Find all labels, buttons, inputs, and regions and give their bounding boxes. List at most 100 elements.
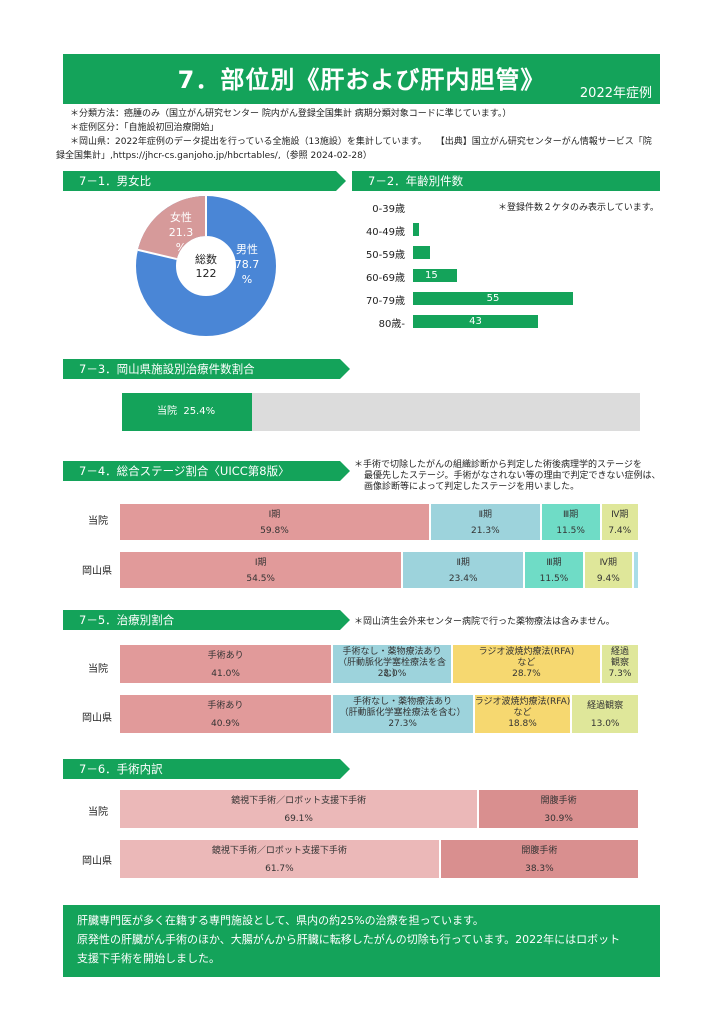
segment-sub: など [513,708,532,718]
male-unit: % [241,273,253,286]
bar-segment: 手術あり 41.0% [120,645,332,683]
age-note: ＊登録件数２ケタのみ表示しています。 [498,203,659,213]
surgery-bar-chart: 鏡視下手術／ロボット支援下手術 69.1% 開腹手術 30.9% 鏡視下手術／ロボット支… [120,790,640,878]
age-bar-value: 55 [486,293,500,304]
segment-value: 11.5% [556,526,585,536]
male-label-group: 男性 78.7 % [226,242,268,287]
segment-name: Ⅱ期 [478,510,493,520]
stage-note-line: ＊手術で切除したがんの組織診断から判定した術後病理学的ステージを [354,460,642,470]
bar-segment: ラジオ波焼灼療法(RFA) など 18.8% [474,695,571,733]
bar-segment: 鏡視下手術／ロボット支援下手術 61.7% [120,840,439,878]
summary-line: 肝臓専門医が多く在籍する専門施設として、県内の約25%の治療を担っています。 [77,914,484,927]
total-value: 122 [195,267,217,280]
segment-value: 7.3% [608,669,632,679]
female-label: 女性 [170,211,192,224]
segment-value: 40.9% [211,719,240,729]
female-label-group: 女性 21.3 % [160,210,202,255]
stage-note-line: 画像診断等によって判定したステージを用いました。 [364,482,580,492]
segment-name: Ⅳ期 [611,510,629,520]
bar-segment: Ⅲ期 11.5% [541,504,600,540]
treatment-row-label: 当院 [88,664,108,675]
case-year: 2022年症例 [579,86,652,101]
segment-value: 9.4% [596,574,620,584]
segment-value: 23.0% [377,669,407,679]
segment-name: Ⅳ期 [599,558,617,568]
segment-name: 経過観察 [602,647,638,669]
bar-segment: 鏡視下手術／ロボット支援下手術 69.1% [120,790,478,828]
segment-name: 経過観察 [587,701,624,711]
surgery-row-label: 当院 [88,807,108,818]
bar-segment: 開腹手術 38.3% [440,840,638,878]
segment-name: 開腹手術 [521,846,558,856]
section-title-surgery: 7－6．手術内訳 [63,759,350,779]
segment-name: Ⅲ期 [546,558,562,568]
segment-value: 38.3% [525,864,554,874]
segment-name: 開腹手術 [540,796,577,806]
treatment-row-label: 岡山県 [82,713,112,724]
female-pct: 21.3 [168,226,194,239]
treatment-bar-chart: 手術あり 41.0% 手術なし・薬物療法あり （肝動脈化学塞栓療法を含む） 23.0% ラ… [120,645,640,733]
gender-donut-chart [136,196,276,336]
segment-value: 69.1% [284,814,313,824]
hospital-share-bar: 当院 25.4% [120,393,640,431]
age-bar: 43 [413,315,539,328]
stage-bar-chart: Ⅰ期 59.8% Ⅱ期 21.3% Ⅲ期 11.5% Ⅳ期 7.4% Ⅰ期 54.5% Ⅱ期 23.4… [120,504,640,588]
age-category-label: 60-69歳 [365,273,405,284]
segment-value: 27.3% [388,719,417,729]
stage-note-line: 最優先したステージ。手術がなされない等の理由で判定できない症例は、 [364,471,661,481]
bar-segment: Ⅳ期 9.4% [584,552,632,588]
segment-value: 21.3% [471,526,500,536]
segment-name: Ⅰ期 [268,510,281,520]
bar-segment: 手術なし・薬物療法あり （肝動脈化学塞栓療法を含む） 27.3% [332,695,473,733]
segment-value: 61.7% [265,864,294,874]
segment-name: 手術なし・薬物療法あり （肝動脈化学塞栓療法を含む） [333,647,451,680]
slice-divider [137,248,178,261]
age-bar-value: 43 [469,316,482,327]
stage-row-label: 当院 [88,516,108,527]
segment-sub: （肝動脈化学塞栓療法を含む） [337,658,446,679]
summary-line: 支援下手術を開始しました。 [77,952,220,965]
note-line: ＊症例区分：「自施設初回治療開始」 [70,123,219,133]
bar-segment: Ⅲ期 11.5% [525,552,583,588]
segment-value: 30.9% [544,814,573,824]
bar-segment: Ⅱ期 21.3% [430,504,540,540]
bar-segment: Ⅰ期 59.8% [120,504,429,540]
age-bar-value: 15 [425,270,438,281]
note-line: ＊分類方法：癌腫のみ（国立がん研究センター 院内がん登録全国集計 病期分類対象コ… [70,109,512,119]
segment-value: 41.0% [211,669,240,679]
segment-sub: （肝動脈化学塞栓療法を含む） [339,708,466,718]
age-bar-chart: 0-39歳 40-49歳 50-59歳 60-69歳 15 70-79歳 55 80歳- 43 [345,196,665,336]
note-line: ＊岡山県：2022年症例のデータ提出を行っている全施設（13施設）を集計していま… [70,137,652,147]
segment-name: Ⅲ期 [563,510,579,520]
male-label: 男性 [236,243,258,256]
bar-segment: 手術なし・薬物療法あり （肝動脈化学塞栓療法を含む） 23.0% [333,645,451,683]
bar-segment: 開腹手術 30.9% [479,790,638,828]
female-unit: % [175,241,187,254]
segment-value: 28.7% [512,669,541,679]
segment-name: ラジオ波焼灼療法(RFA) など [474,697,571,718]
age-category-label: 70-79歳 [365,296,405,307]
section-title-gender: 7－1．男女比 [63,171,346,191]
segment-name: 鏡視下手術／ロボット支援下手術 [231,796,367,806]
segment-name: 手術あり [207,701,244,711]
segment-name: ラジオ波焼灼療法(RFA) など [453,647,600,669]
total-label: 総数 [195,253,217,266]
summary-box: 肝臓専門医が多く在籍する専門施設として、県内の約25%の治療を担っています。 原… [63,905,660,977]
bar-segment: 経過観察 13.0% [572,695,638,733]
stage-row-label: 岡山県 [82,566,112,577]
bar-segment: ラジオ波焼灼療法(RFA) など 28.7% [452,645,601,683]
age-category-label: 40-49歳 [365,227,405,238]
page-header: 7．部位別《肝および肝内胆管》 2022年症例 [63,54,660,104]
donut-center: 総数 122 [176,253,236,281]
note-line: 録全国集計」,https://jhcr-cs.ganjoho.jp/hbcrta… [56,151,372,161]
bar-segment: 手術あり 40.9% [120,695,331,733]
segment-value: 18.8% [508,719,537,729]
segment-name: 手術あり [207,651,244,661]
hospital-share-fill: 当院 25.4% [120,393,253,431]
age-bar: 15 [413,269,457,282]
age-category-label: 50-59歳 [365,250,405,261]
age-category-label: 0-39歳 [372,204,405,215]
segment-name: Ⅱ期 [456,558,470,568]
segment-value: 59.8% [260,526,289,536]
age-bar [413,223,419,236]
